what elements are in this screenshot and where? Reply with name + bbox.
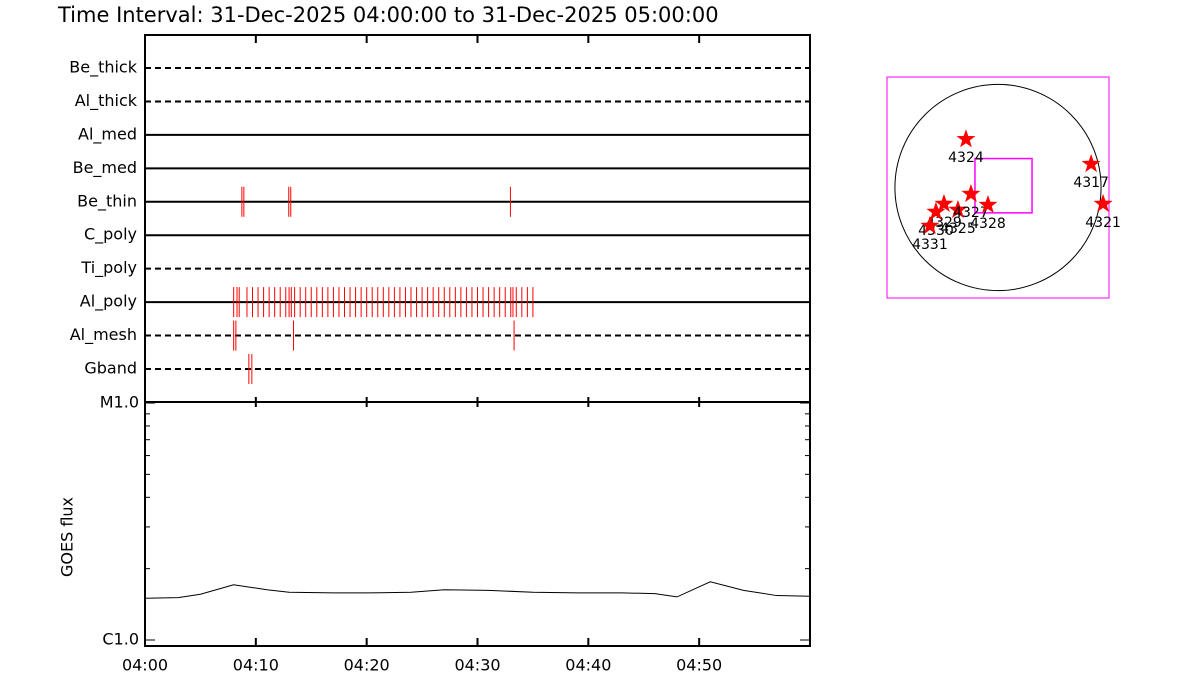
row-label: Be_thick	[69, 58, 137, 78]
y-tick-label: C1.0	[102, 630, 139, 649]
region-star	[948, 199, 968, 219]
row-label: Al_med	[78, 124, 137, 144]
region-star	[926, 201, 946, 221]
region-label: 4331	[912, 237, 948, 253]
row-label: Be_thin	[77, 191, 137, 211]
region-label: 4327	[953, 205, 989, 221]
region-star	[956, 129, 976, 148]
y-tick-label: M1.0	[100, 393, 139, 412]
row-label: Be_med	[73, 158, 137, 178]
region-label: 4321	[1085, 215, 1121, 231]
map-frame	[886, 76, 1110, 299]
x-tick-label: 04:20	[344, 656, 390, 675]
region-star	[934, 193, 954, 213]
x-tick-label: 04:00	[122, 656, 168, 675]
fov-box	[974, 157, 1033, 214]
region-star	[1093, 193, 1113, 213]
x-tick-label: 04:30	[454, 656, 500, 675]
region-label: 4328	[970, 216, 1006, 232]
y-axis-label: GOES flux	[58, 497, 77, 577]
row-label: Al_poly	[80, 292, 137, 312]
plot-frame	[144, 401, 811, 647]
x-tick-label: 04:10	[233, 656, 279, 675]
solar-limb	[894, 83, 1102, 292]
region-label: 4317	[1073, 175, 1109, 191]
goes-curve	[144, 581, 811, 599]
row-label: Gband	[84, 359, 137, 378]
row-label: Al_mesh	[70, 325, 137, 345]
plot-frame	[144, 34, 811, 403]
region-star	[1081, 154, 1101, 173]
row-label: Al_thick	[75, 91, 138, 111]
region-star	[920, 215, 940, 235]
region-label: 4324	[948, 150, 984, 166]
region-label: 4329	[926, 215, 962, 231]
x-tick-label: 04:50	[676, 656, 722, 675]
x-tick-label: 04:40	[565, 656, 611, 675]
row-label: Ti_poly	[80, 258, 137, 278]
region-label: 4325	[940, 221, 976, 237]
region-star	[978, 194, 998, 214]
row-label: C_poly	[84, 225, 137, 245]
chart-title: Time Interval: 31-Dec-2025 04:00:00 to 3…	[57, 3, 719, 27]
region-star	[961, 184, 981, 203]
